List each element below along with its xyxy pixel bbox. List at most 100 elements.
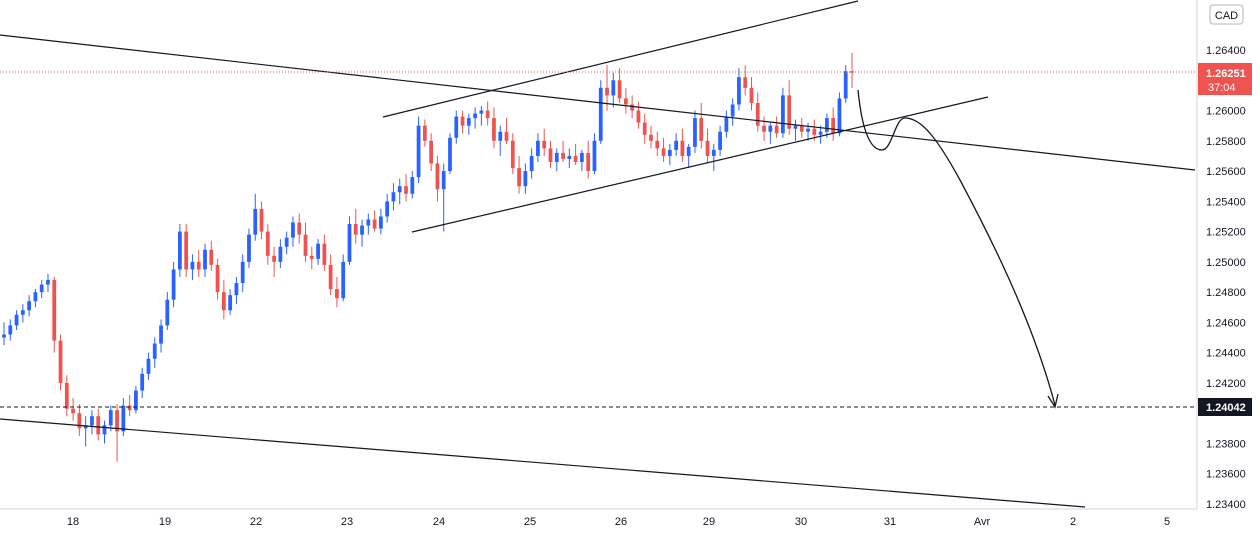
candle-body — [259, 208, 264, 232]
time-axis[interactable]: 18 19 22 23 24 25 26 29 30 31 Avr 2 5 — [67, 516, 1170, 528]
upper-channel-line[interactable] — [382, 0, 859, 118]
price-tick-label: 1.24600 — [1206, 317, 1246, 329]
candle-body — [724, 116, 729, 132]
candle-body — [674, 140, 679, 150]
candle — [774, 116, 779, 138]
candle-body — [517, 168, 521, 187]
candle — [152, 337, 157, 368]
candle — [360, 219, 364, 247]
long-descending-trendline[interactable] — [0, 34, 1196, 171]
candle-body — [184, 231, 189, 270]
candle — [787, 80, 792, 135]
date-tick-label: 22 — [250, 516, 262, 528]
candle — [253, 193, 258, 241]
candle-body — [686, 146, 691, 156]
candle — [435, 155, 440, 202]
candle — [498, 125, 503, 156]
candle — [460, 110, 465, 134]
candle-body — [247, 234, 251, 262]
candle — [799, 118, 804, 138]
candle-body — [71, 408, 75, 414]
candle — [404, 174, 408, 202]
candle — [441, 163, 446, 232]
candle — [818, 125, 823, 144]
candle — [309, 246, 314, 270]
candle — [366, 213, 371, 235]
date-tick-label: 2 — [1070, 516, 1076, 528]
candle-body — [8, 325, 13, 335]
candle-body — [410, 177, 415, 194]
candle-body — [215, 264, 220, 293]
candle — [108, 405, 113, 432]
candle-body — [335, 289, 339, 299]
candle-body — [542, 140, 547, 149]
candle — [46, 273, 50, 293]
candle — [674, 133, 679, 156]
candle — [297, 213, 302, 244]
price-axis[interactable]: 1.264001.262001.260001.258001.256001.254… — [1206, 45, 1246, 511]
candle — [96, 408, 101, 441]
price-tick-label: 1.25600 — [1206, 166, 1246, 178]
date-tick-label: 25 — [524, 516, 536, 528]
forecast-path-arrow[interactable] — [857, 89, 1056, 406]
candle-body — [159, 325, 163, 344]
candle — [649, 125, 653, 149]
candle-body — [102, 425, 107, 435]
candle — [429, 133, 434, 172]
candle — [749, 77, 754, 111]
drawings-layer — [0, 0, 1197, 508]
price-tick-label: 1.26000 — [1206, 106, 1246, 118]
date-tick-label: 31 — [884, 516, 896, 528]
candle — [291, 216, 295, 247]
candle-body — [146, 358, 151, 374]
candle — [391, 183, 396, 211]
candle-body — [121, 405, 126, 432]
price-tick-label: 1.24800 — [1206, 287, 1246, 299]
candle — [680, 128, 685, 162]
price-tick-label: 1.24200 — [1206, 378, 1246, 390]
date-tick-label: 18 — [67, 516, 79, 528]
lower-channel-line[interactable] — [0, 418, 1086, 508]
candle — [473, 107, 477, 129]
candle-body — [83, 425, 88, 429]
price-tick-label: 1.23400 — [1206, 499, 1246, 511]
candle-body — [561, 152, 565, 159]
candle — [27, 295, 32, 317]
candle — [605, 65, 609, 111]
candle-body — [617, 80, 622, 99]
candle-body — [787, 95, 792, 129]
candle-body — [611, 80, 616, 96]
candle — [699, 102, 704, 149]
candle-body — [774, 125, 779, 134]
candle — [335, 276, 339, 308]
candle — [127, 395, 132, 417]
candle-body — [2, 334, 6, 338]
candle-body — [52, 280, 57, 341]
candle-body — [448, 137, 452, 172]
candle — [510, 133, 515, 175]
candle — [115, 404, 119, 462]
candle-body — [272, 255, 276, 262]
current-price-label: 1.26251 37:04 — [1198, 63, 1252, 95]
candle — [303, 222, 308, 262]
candle — [781, 87, 785, 138]
candle-body — [240, 261, 245, 284]
candle-body — [661, 148, 666, 156]
candle-body — [291, 222, 295, 238]
candle — [159, 319, 163, 353]
candle — [347, 216, 352, 265]
candle-body — [806, 128, 810, 132]
currency-label: CAD — [1215, 10, 1238, 22]
candle-body — [341, 261, 346, 299]
candle-body — [699, 118, 704, 141]
rising-wedge-support-line[interactable] — [411, 96, 989, 233]
candle-body — [523, 171, 528, 187]
candle — [762, 116, 766, 141]
candle-body — [429, 140, 434, 164]
date-tick-label: 30 — [795, 516, 807, 528]
candle — [705, 128, 710, 164]
candle-body — [843, 71, 848, 99]
candle — [586, 140, 591, 179]
currency-badge[interactable]: CAD — [1209, 4, 1244, 25]
